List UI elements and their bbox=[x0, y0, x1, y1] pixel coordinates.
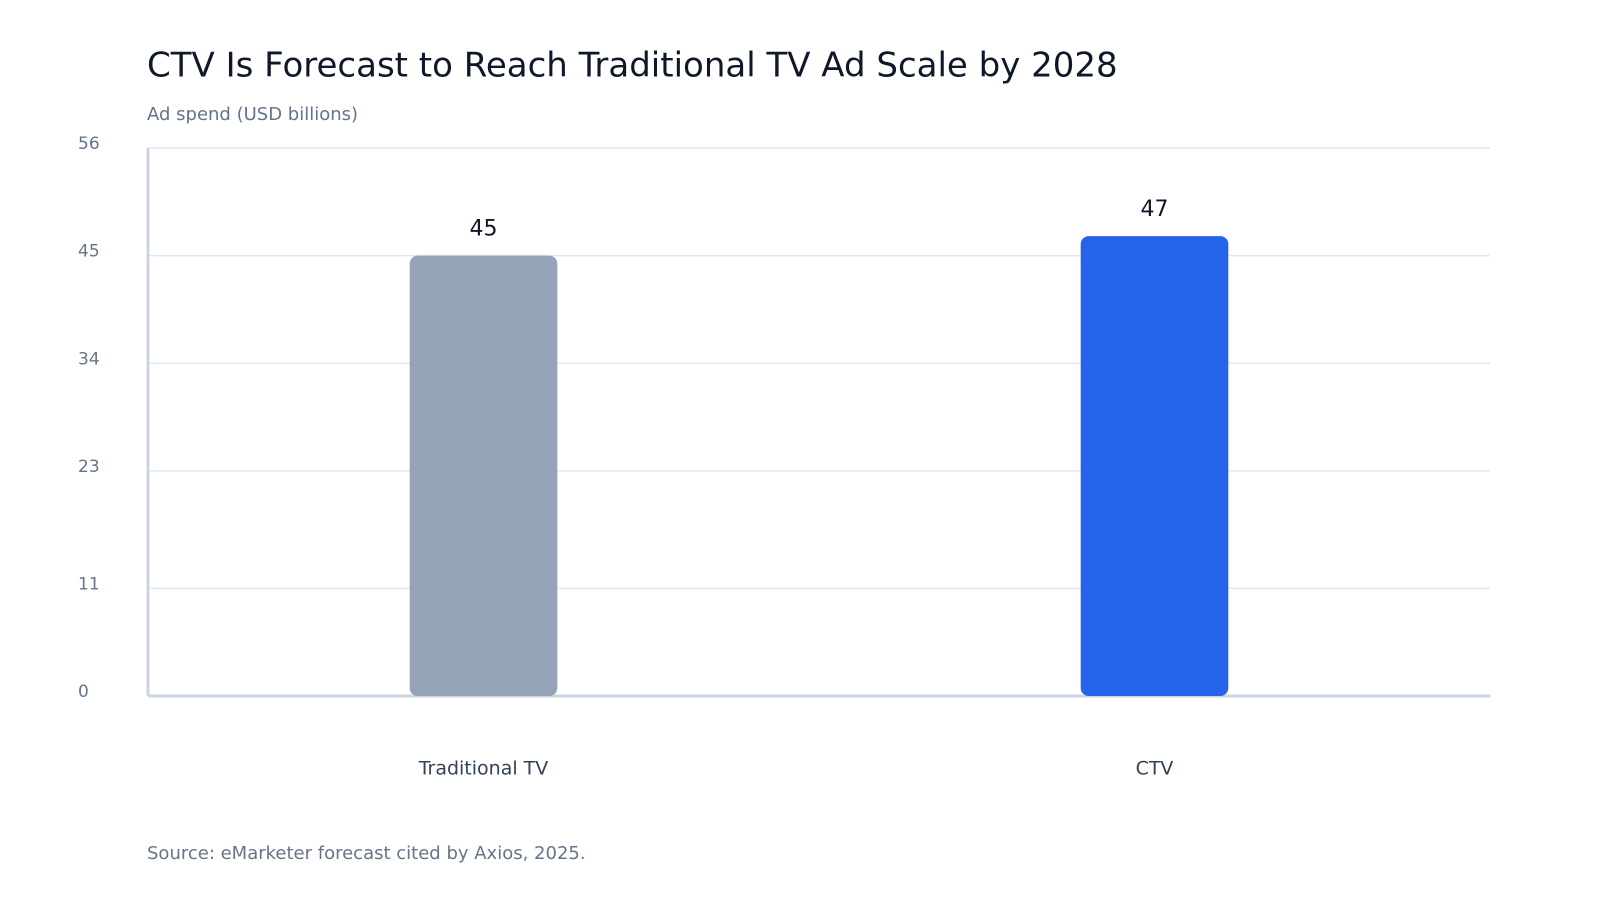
y-tick-label: 0 bbox=[78, 682, 89, 702]
bar bbox=[1080, 236, 1229, 697]
x-tick-label: CTV bbox=[1136, 758, 1174, 780]
y-tick-label: 45 bbox=[78, 242, 100, 262]
y-tick-label: 34 bbox=[78, 349, 100, 369]
value-label: 45 bbox=[470, 217, 498, 242]
y-tick-label: 56 bbox=[78, 134, 100, 154]
x-tick-label: Traditional TV bbox=[418, 758, 549, 780]
bar bbox=[409, 255, 558, 696]
y-axis-label: Ad spend (USD billions) bbox=[147, 104, 358, 125]
chart-title: CTV Is Forecast to Reach Traditional TV … bbox=[147, 46, 1118, 86]
value-label: 47 bbox=[1141, 197, 1169, 222]
source-note: Source: eMarketer forecast cited by Axio… bbox=[147, 843, 586, 864]
y-tick-label: 23 bbox=[78, 457, 100, 477]
y-tick-label: 11 bbox=[78, 574, 100, 594]
